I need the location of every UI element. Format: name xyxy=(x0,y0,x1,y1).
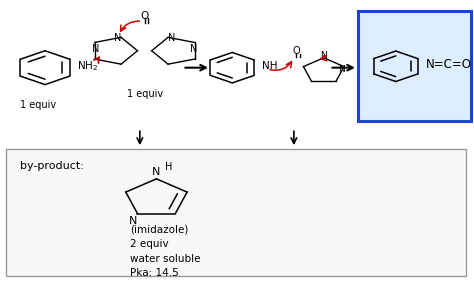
Text: NH$_2$: NH$_2$ xyxy=(77,60,99,73)
Text: 1 equiv: 1 equiv xyxy=(20,100,56,110)
Text: N=C=O: N=C=O xyxy=(426,58,472,71)
Text: Pka: 14.5: Pka: 14.5 xyxy=(130,268,179,278)
Text: N: N xyxy=(320,51,327,60)
FancyBboxPatch shape xyxy=(358,11,471,121)
Text: N: N xyxy=(114,33,121,43)
Text: H: H xyxy=(164,162,172,172)
Text: N: N xyxy=(190,44,197,54)
Text: O: O xyxy=(292,46,300,56)
Text: N: N xyxy=(128,216,137,226)
Text: NH: NH xyxy=(262,61,277,71)
Text: O: O xyxy=(140,10,149,21)
Text: by-product:: by-product: xyxy=(20,161,84,171)
Text: water soluble: water soluble xyxy=(130,254,201,264)
Text: N: N xyxy=(152,168,161,177)
Text: N: N xyxy=(168,33,175,43)
Text: N: N xyxy=(92,44,100,54)
Text: 1 equiv: 1 equiv xyxy=(127,89,163,99)
Text: N: N xyxy=(338,65,345,74)
Text: 2 equiv: 2 equiv xyxy=(130,239,169,249)
Text: (imidazole): (imidazole) xyxy=(130,224,189,234)
FancyBboxPatch shape xyxy=(6,149,466,276)
